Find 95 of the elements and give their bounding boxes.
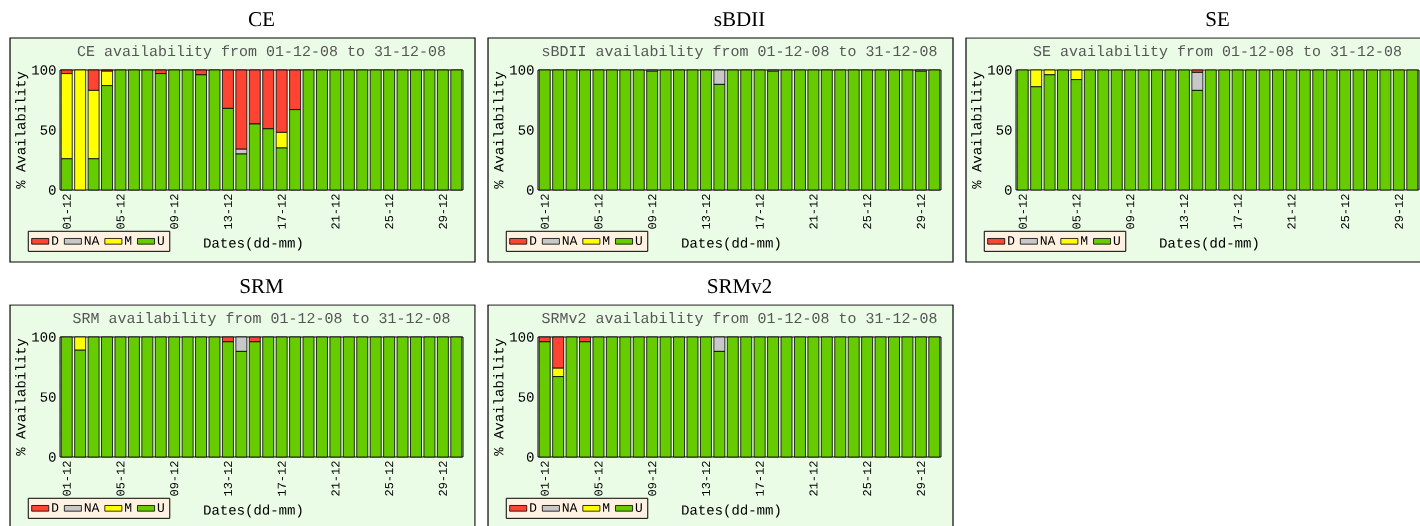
x-tick-label: 05-12 <box>116 461 125 496</box>
x-tick-label: 01-12 <box>62 461 71 496</box>
x-tick-label: 05-12 <box>594 194 603 229</box>
x-tick-label: 09-12 <box>170 194 179 229</box>
legend-label: U <box>635 236 642 245</box>
y-axis-title: % Availability <box>15 71 29 189</box>
y-tick-label: 50 <box>40 392 56 402</box>
x-tick-label: 17-12 <box>277 461 286 496</box>
x-tick-label: 17-12 <box>755 461 764 496</box>
legend-label: U <box>1113 236 1120 245</box>
y-tick-label: 100 <box>510 65 534 75</box>
x-tick-label: 09-12 <box>170 461 179 496</box>
x-tick-label: 01-12 <box>1018 194 1027 229</box>
x-tick-label: 29-12 <box>916 461 925 496</box>
legend-label: M <box>603 503 610 512</box>
legend-label: M <box>603 236 610 245</box>
chart-title: SE <box>1206 12 1229 27</box>
chart-subtitle: sBDII availability from 01-12-08 to 31-12-08 <box>542 45 937 60</box>
x-tick-label: 29-12 <box>1394 194 1403 229</box>
x-tick-label: 17-12 <box>277 194 286 229</box>
legend-label: M <box>125 236 132 245</box>
y-tick-label: 0 <box>48 452 56 462</box>
chart-title: SRMv2 <box>708 279 772 294</box>
chart-title: sBDII <box>714 12 765 27</box>
y-tick-label: 50 <box>518 392 534 402</box>
x-tick-label: 01-12 <box>540 461 549 496</box>
x-tick-label: 21-12 <box>809 194 818 229</box>
x-tick-label: 01-12 <box>540 194 549 229</box>
y-tick-label: 50 <box>518 125 534 135</box>
x-tick-label: 13-12 <box>223 194 232 229</box>
y-tick-label: 0 <box>526 185 534 195</box>
y-tick-label: 100 <box>510 332 534 342</box>
x-tick-label: 13-12 <box>223 461 232 496</box>
y-axis-title: % Availability <box>971 71 985 189</box>
y-tick-label: 0 <box>48 185 56 195</box>
chart-subtitle: SE availability from 01-12-08 to 31-12-08 <box>1033 45 1401 60</box>
legend-label: M <box>1081 236 1088 245</box>
y-tick-label: 50 <box>40 125 56 135</box>
legend-label: D <box>530 503 537 512</box>
x-tick-label: 09-12 <box>648 194 657 229</box>
x-tick-label: 21-12 <box>1287 194 1296 229</box>
x-tick-label: 05-12 <box>594 461 603 496</box>
x-tick-label: 13-12 <box>701 194 710 229</box>
legend-label: NA <box>84 503 100 512</box>
legend-label: U <box>635 503 642 512</box>
x-tick-label: 25-12 <box>385 194 394 229</box>
y-tick-label: 0 <box>526 452 534 462</box>
legend-label: NA <box>562 236 578 245</box>
x-tick-label: 17-12 <box>755 194 764 229</box>
y-tick-label: 50 <box>996 125 1012 135</box>
x-tick-label: 21-12 <box>331 461 340 496</box>
x-axis-title: Dates(dd-mm) <box>1160 237 1258 251</box>
x-tick-label: 05-12 <box>1072 194 1081 229</box>
x-axis-title: Dates(dd-mm) <box>204 504 302 518</box>
x-tick-label: 25-12 <box>385 461 394 496</box>
y-tick-label: 100 <box>32 332 56 342</box>
x-tick-label: 21-12 <box>809 461 818 496</box>
legend-label: NA <box>1040 236 1056 245</box>
y-axis-title: % Availability <box>15 338 29 456</box>
legend-label: D <box>52 503 59 512</box>
x-axis-title: Dates(dd-mm) <box>682 237 780 251</box>
y-axis-title: % Availability <box>493 338 507 456</box>
legend-label: NA <box>562 503 578 512</box>
x-axis-title: Dates(dd-mm) <box>682 504 780 518</box>
x-tick-label: 25-12 <box>863 194 872 229</box>
x-tick-label: 13-12 <box>1179 194 1188 229</box>
x-tick-label: 29-12 <box>438 194 447 229</box>
y-tick-label: 0 <box>1004 185 1012 195</box>
x-tick-label: 21-12 <box>331 194 340 229</box>
chart-subtitle: SRM availability from 01-12-08 to 31-12-08 <box>73 312 450 327</box>
x-tick-label: 05-12 <box>116 194 125 229</box>
x-tick-label: 29-12 <box>438 461 447 496</box>
legend-label: U <box>157 236 164 245</box>
x-tick-label: 25-12 <box>863 461 872 496</box>
y-tick-label: 100 <box>32 65 56 75</box>
legend-label: NA <box>84 236 100 245</box>
x-tick-label: 25-12 <box>1341 194 1350 229</box>
chart-title: CE <box>248 12 274 27</box>
x-tick-label: 29-12 <box>916 194 925 229</box>
x-tick-label: 13-12 <box>701 461 710 496</box>
y-tick-label: 100 <box>988 65 1012 75</box>
chart-title: SRM <box>240 279 284 294</box>
x-tick-label: 09-12 <box>1126 194 1135 229</box>
legend-label: M <box>125 503 132 512</box>
legend-label: D <box>1008 236 1015 245</box>
x-tick-label: 17-12 <box>1233 194 1242 229</box>
legend-label: U <box>157 503 164 512</box>
x-axis-title: Dates(dd-mm) <box>204 237 302 251</box>
y-axis-title: % Availability <box>493 71 507 189</box>
chart-subtitle: SRMv2 availability from 01-12-08 to 31-12-08 <box>542 312 937 327</box>
x-tick-label: 01-12 <box>62 194 71 229</box>
legend-label: D <box>530 236 537 245</box>
legend-label: D <box>52 236 59 245</box>
x-tick-label: 09-12 <box>648 461 657 496</box>
chart-subtitle: CE availability from 01-12-08 to 31-12-08 <box>77 45 445 60</box>
